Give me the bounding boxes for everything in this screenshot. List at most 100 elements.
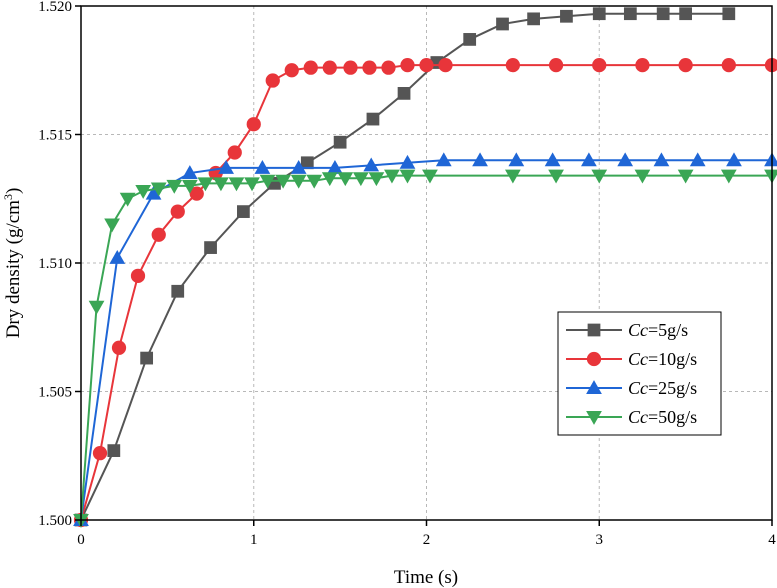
data-point-10g/s-1 bbox=[92, 446, 108, 461]
data-point-10g/s-26 bbox=[764, 57, 777, 73]
y-axis-title-main: Dry density (g/cm bbox=[3, 200, 24, 338]
data-point-10g/s-10 bbox=[265, 73, 280, 88]
x-tick-label-3: 3 bbox=[596, 532, 604, 548]
data-point-25g/s-18 bbox=[726, 152, 742, 167]
y-axis-title-superscript: 3 bbox=[1, 194, 15, 200]
data-point-10g/s-14 bbox=[343, 60, 358, 75]
data-point-10g/s-16 bbox=[381, 60, 396, 75]
data-point-10g/s-13 bbox=[322, 60, 337, 75]
data-point-50g/s-26 bbox=[634, 169, 651, 184]
data-point-50g/s-25 bbox=[591, 169, 608, 184]
series-line-25g/s bbox=[80, 159, 772, 521]
data-point-10g/s-9 bbox=[246, 117, 261, 132]
data-point-50g/s-13 bbox=[275, 174, 291, 189]
data-point-50g/s-6 bbox=[166, 179, 183, 194]
data-point-5g/s-19 bbox=[679, 7, 692, 21]
x-tick-label-0: 0 bbox=[77, 532, 85, 548]
legend-label-50g/s: Cc=50g/s bbox=[628, 407, 697, 427]
data-point-25g/s-15 bbox=[617, 152, 634, 167]
y-tick-label-1.500: 1.500 bbox=[38, 513, 72, 529]
data-point-50g/s-4 bbox=[135, 185, 152, 199]
data-point-5g/s-15 bbox=[560, 9, 573, 23]
data-point-25g/s-12 bbox=[508, 152, 525, 167]
y-tick-label-1.520: 1.520 bbox=[38, 0, 72, 15]
legend-marker-5g/s bbox=[587, 323, 601, 337]
data-point-50g/s-15 bbox=[306, 174, 323, 189]
y-axis-title-tail: ) bbox=[3, 188, 24, 194]
data-point-50g/s-23 bbox=[505, 169, 521, 184]
data-point-25g/s-14 bbox=[581, 152, 597, 167]
data-point-50g/s-29 bbox=[764, 169, 777, 184]
data-point-5g/s-10 bbox=[397, 87, 411, 100]
data-point-25g/s-19 bbox=[764, 152, 777, 167]
data-point-10g/s-15 bbox=[362, 60, 377, 75]
data-point-5g/s-20 bbox=[722, 7, 736, 21]
data-point-10g/s-4 bbox=[151, 227, 166, 242]
data-point-10g/s-24 bbox=[678, 57, 693, 73]
data-point-50g/s-11 bbox=[244, 177, 260, 192]
series-layer bbox=[73, 7, 777, 528]
data-point-25g/s-16 bbox=[653, 152, 670, 167]
data-point-5g/s-16 bbox=[592, 7, 606, 21]
series-25g/s bbox=[73, 152, 777, 526]
data-point-50g/s-2 bbox=[104, 218, 120, 233]
data-point-25g/s-8 bbox=[363, 157, 380, 172]
data-point-50g/s-10 bbox=[228, 177, 245, 192]
legend: Cc=5g/s Cc=10g/s Cc=25g/s Cc=50g/s bbox=[557, 311, 722, 436]
data-point-5g/s-14 bbox=[527, 12, 540, 26]
data-point-10g/s-19 bbox=[438, 57, 453, 73]
data-point-50g/s-5 bbox=[150, 182, 167, 197]
data-point-50g/s-17 bbox=[337, 172, 354, 187]
data-point-5g/s-3 bbox=[171, 284, 185, 298]
legend-box bbox=[557, 311, 722, 436]
data-point-5g/s-12 bbox=[463, 33, 477, 46]
data-point-50g/s-1 bbox=[88, 300, 105, 315]
y-tick-label-1.505: 1.505 bbox=[38, 385, 72, 401]
legend-entry-25g/s: Cc=25g/s bbox=[566, 378, 697, 398]
data-point-25g/s-1 bbox=[109, 249, 126, 264]
data-point-10g/s-3 bbox=[130, 268, 146, 283]
data-point-25g/s-2 bbox=[145, 185, 162, 200]
legend-marker-10g/s bbox=[586, 351, 602, 367]
legend-entry-10g/s: Cc=10g/s bbox=[566, 349, 697, 369]
data-point-50g/s-27 bbox=[677, 169, 694, 184]
data-point-10g/s-22 bbox=[592, 57, 607, 73]
data-point-5g/s-9 bbox=[366, 112, 380, 126]
data-point-10g/s-11 bbox=[284, 63, 299, 78]
data-point-5g/s-17 bbox=[623, 7, 637, 21]
data-point-50g/s-14 bbox=[290, 174, 307, 189]
data-point-5g/s-2 bbox=[140, 351, 154, 365]
y-tick-label-1.515: 1.515 bbox=[38, 128, 72, 144]
data-point-10g/s-18 bbox=[419, 57, 434, 73]
series-5g/s bbox=[74, 7, 736, 527]
legend-label-10g/s: Cc=10g/s bbox=[628, 349, 697, 369]
data-point-10g/s-12 bbox=[303, 60, 318, 75]
series-50g/s bbox=[73, 169, 777, 528]
data-point-50g/s-16 bbox=[321, 172, 338, 187]
data-point-10g/s-25 bbox=[721, 57, 736, 73]
data-point-50g/s-8 bbox=[197, 177, 214, 192]
data-point-50g/s-7 bbox=[181, 179, 198, 194]
data-point-10g/s-5 bbox=[170, 204, 185, 219]
data-point-10g/s-17 bbox=[400, 57, 415, 73]
legend-marker-25g/s bbox=[586, 380, 602, 394]
data-point-50g/s-9 bbox=[213, 177, 229, 192]
x-tick-label-1: 1 bbox=[250, 532, 258, 548]
data-point-25g/s-3 bbox=[181, 165, 198, 180]
data-point-50g/s-12 bbox=[259, 174, 276, 189]
data-point-10g/s-20 bbox=[505, 57, 520, 73]
data-point-25g/s-5 bbox=[254, 160, 271, 174]
data-point-50g/s-3 bbox=[119, 192, 136, 207]
data-point-25g/s-17 bbox=[689, 152, 706, 167]
data-point-50g/s-28 bbox=[720, 169, 737, 184]
legend-entries: Cc=5g/s Cc=10g/s Cc=25g/s Cc=50g/s bbox=[566, 320, 697, 427]
data-point-10g/s-23 bbox=[635, 57, 650, 73]
axis-ticks: 0 1 2 3 4 1.500 1.505 1.510 1.515 1.520 bbox=[38, 0, 776, 548]
data-point-5g/s-4 bbox=[204, 241, 217, 254]
data-point-25g/s-4 bbox=[218, 160, 234, 174]
data-point-5g/s-18 bbox=[656, 7, 670, 21]
grid-lines bbox=[81, 6, 772, 520]
data-point-10g/s-21 bbox=[548, 57, 564, 73]
data-point-5g/s-7 bbox=[300, 156, 314, 170]
x-axis-title: Time (s) bbox=[394, 567, 458, 588]
